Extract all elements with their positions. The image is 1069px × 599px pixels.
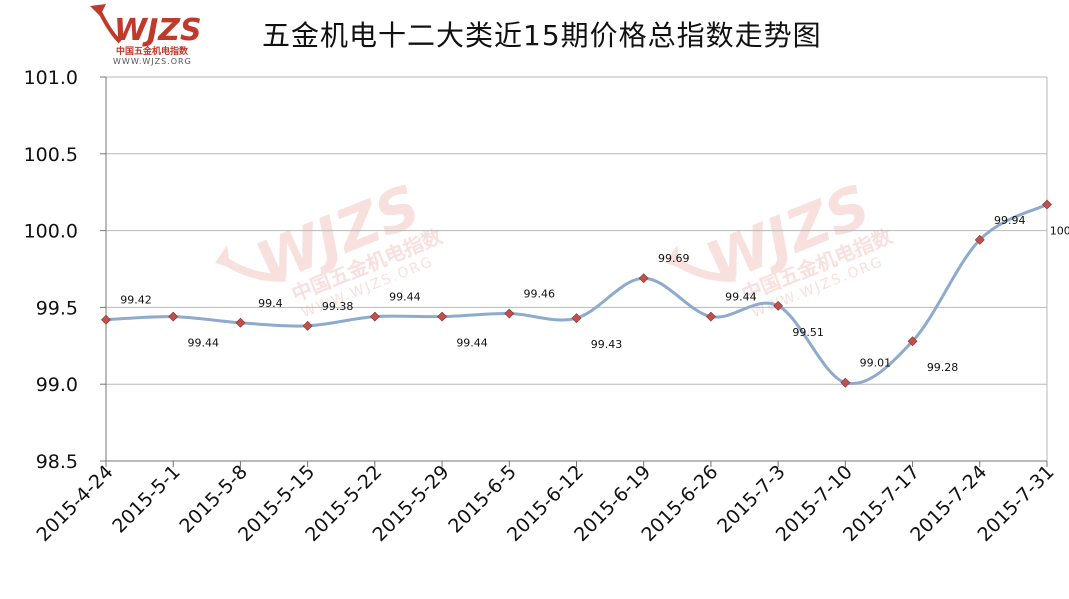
data-label: 99.42 (120, 294, 152, 307)
data-label: 99.44 (725, 291, 757, 304)
data-point (840, 377, 851, 388)
x-tick-label: 2015-4-24 (32, 461, 117, 546)
logo-arrow-icon: WJZS (90, 4, 202, 48)
data-label: 99.51 (792, 326, 824, 339)
y-tick-label: 101.0 (24, 67, 78, 89)
data-point (437, 311, 447, 322)
data-label: 99.69 (658, 252, 690, 265)
y-tick-label: 100.5 (24, 144, 78, 166)
data-point (168, 311, 179, 322)
data-point (773, 300, 784, 311)
data-point (907, 336, 918, 347)
data-point (638, 273, 649, 284)
y-tick-label: 99.0 (36, 374, 78, 396)
y-tick-label: 99.5 (36, 297, 78, 319)
x-tick-label: 2015-5-1 (108, 461, 185, 538)
data-label: 99.43 (591, 338, 623, 351)
data-point (706, 311, 716, 322)
logo-url: WWW.WJZS.ORG (113, 57, 192, 66)
chart-title: 五金机电十二大类近15期价格总指数走势图 (262, 19, 822, 52)
logo-subtitle: 中国五金机电指数 (116, 47, 189, 57)
data-point (974, 234, 985, 245)
data-label: 99.01 (860, 357, 892, 370)
data-label: 99.28 (927, 361, 959, 374)
data-point (302, 320, 313, 331)
series-line (105, 203, 1048, 386)
data-point (504, 308, 515, 319)
data-label: 99.4 (258, 297, 283, 310)
data-label: 99.46 (524, 288, 556, 301)
data-label: 100.17 (1050, 224, 1069, 237)
data-point (1042, 199, 1052, 210)
data-label: 99.38 (322, 300, 354, 313)
data-label: 99.44 (187, 337, 219, 350)
data-point (571, 313, 582, 324)
data-point (101, 314, 111, 325)
y-tick-label: 100.0 (24, 221, 78, 243)
data-label: 99.44 (389, 291, 421, 304)
data-label: 99.94 (994, 214, 1026, 227)
data-label: 99.44 (456, 337, 488, 350)
data-point (369, 311, 380, 322)
logo-brand: WJZS (114, 13, 202, 48)
y-tick-label: 98.5 (36, 451, 78, 473)
data-point (235, 317, 246, 328)
